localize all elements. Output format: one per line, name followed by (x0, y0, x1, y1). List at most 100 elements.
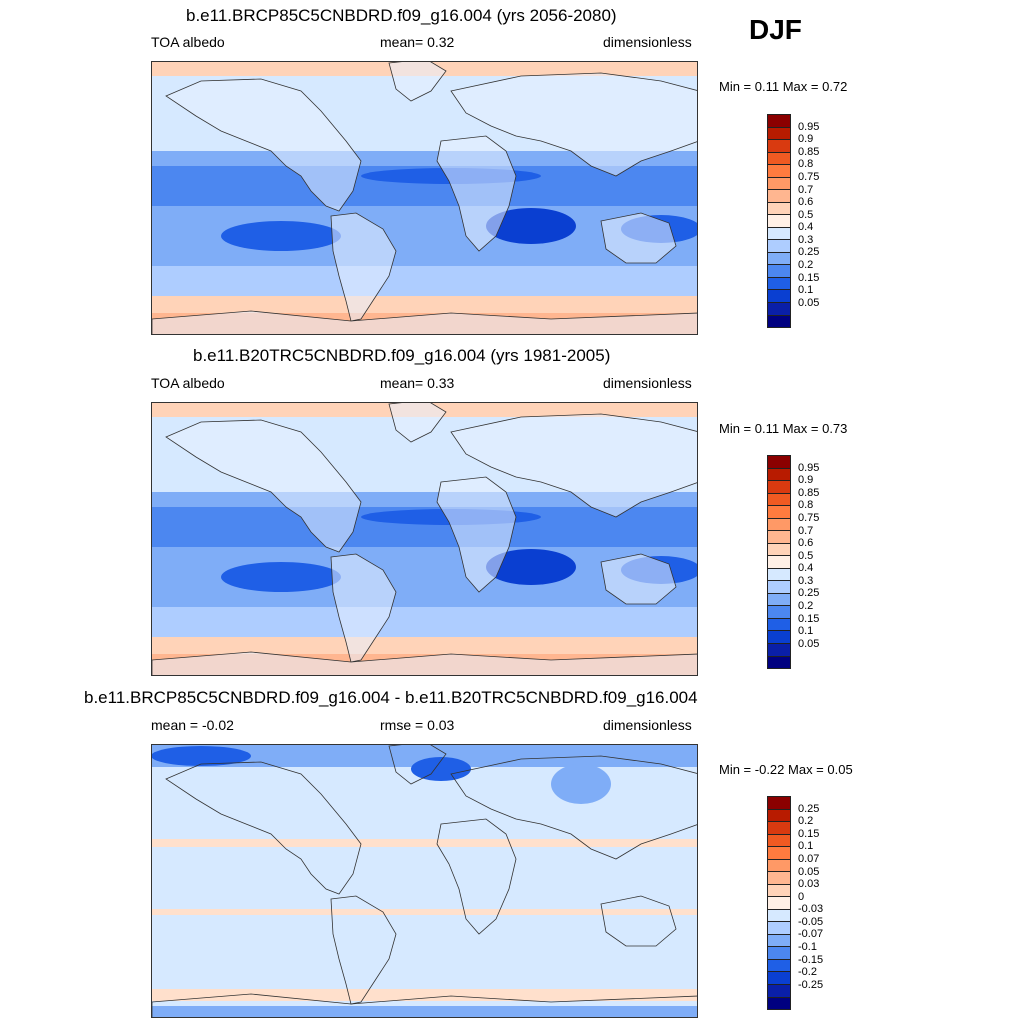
colorbar-tick-label: 0.2 (798, 259, 814, 272)
coastline (600, 895, 677, 947)
colorbar-swatch (768, 165, 790, 178)
panel1-units-label: dimensionless (603, 34, 692, 50)
colorbar-tick-label: 0.1 (798, 284, 814, 297)
colorbar-swatch (768, 315, 790, 328)
colorbar-swatch (768, 215, 790, 228)
colorbar-swatch (768, 543, 790, 557)
colorbar-swatch (768, 277, 790, 291)
colorbar-swatch (768, 947, 790, 960)
panel3-title: b.e11.BRCP85C5CNBDRD.f09_g16.004 - b.e11… (84, 688, 698, 707)
colorbar-swatch (768, 997, 790, 1010)
coastline (152, 993, 697, 1017)
coastline (388, 745, 447, 785)
coastline (388, 403, 447, 443)
colorbar-swatch (768, 481, 790, 494)
colorbar-swatch (768, 618, 790, 632)
coastline (436, 818, 517, 935)
colorbar-swatch (768, 227, 790, 241)
colorbar-swatch (768, 240, 790, 253)
colorbar-tick-label: 0.07 (798, 852, 820, 865)
colorbar-tick-label: 0.4 (798, 221, 814, 234)
colorbar-tick-label: 0.4 (798, 562, 814, 575)
panel3-colorbar (767, 796, 791, 1010)
colorbar-tick-label: -0.2 (798, 966, 817, 979)
colorbar-swatch (768, 506, 790, 519)
coastline (436, 476, 517, 593)
colorbar-swatch (768, 493, 790, 507)
coastline (450, 755, 697, 860)
map-field (152, 745, 697, 1017)
panel1-variable-label: TOA albedo (151, 34, 225, 50)
colorbar-tick-label: -0.05 (798, 915, 824, 928)
colorbar-swatch (768, 909, 790, 923)
colorbar-tick-label: 0.1 (798, 840, 814, 853)
colorbar-tick-label: 0.15 (798, 271, 820, 284)
panel1-colorbar (767, 114, 791, 328)
panel3-map (151, 744, 698, 1018)
colorbar-swatch (768, 115, 790, 128)
panel3-rmse-label: rmse = 0.03 (380, 717, 455, 733)
panel3-units-label: dimensionless (603, 717, 692, 733)
colorbar-swatch (768, 531, 790, 544)
colorbar-tick-label: 0.2 (798, 600, 814, 613)
colorbar-swatch (768, 934, 790, 948)
coastline (152, 310, 697, 334)
colorbar-tick-label: 0.85 (798, 486, 820, 499)
colorbar-swatch (768, 140, 790, 153)
colorbar-swatch (768, 606, 790, 619)
colorbar-swatch (768, 152, 790, 166)
colorbar-tick-label: 0.6 (798, 196, 814, 209)
season-label: DJF (749, 14, 802, 45)
colorbar-tick-label: 0.05 (798, 865, 820, 878)
colorbar-tick-label: 0.3 (798, 574, 814, 587)
colorbar-tick-label: 0.75 (798, 511, 820, 524)
panel2-map (151, 402, 698, 676)
coastline (165, 78, 362, 212)
colorbar-tick-label: 0.7 (798, 524, 814, 537)
panel1-map (151, 61, 698, 335)
colorbar-swatch (768, 202, 790, 216)
colorbar-tick-label: 0.95 (798, 461, 820, 474)
colorbar-tick-label: 0.25 (798, 246, 820, 259)
colorbar-tick-label: -0.25 (798, 978, 824, 991)
colorbar-tick-label: 0.8 (798, 158, 814, 171)
coastline (330, 895, 397, 1005)
colorbar-tick-label: 0.3 (798, 233, 814, 246)
colorbar-swatch (768, 302, 790, 316)
coastline (600, 553, 677, 605)
colorbar-tick-label: 0.95 (798, 120, 820, 133)
colorbar-swatch (768, 556, 790, 569)
colorbar-tick-label: 0.5 (798, 208, 814, 221)
colorbar-tick-label: 0.25 (798, 802, 820, 815)
coastline (152, 651, 697, 675)
colorbar-swatch (768, 656, 790, 669)
colorbar-swatch (768, 897, 790, 910)
panel3-minmax: Min = -0.22 Max = 0.05 (719, 762, 853, 777)
colorbar-tick-label: 0.2 (798, 815, 814, 828)
colorbar-tick-label: 0 (798, 890, 805, 903)
panel2-colorbar (767, 455, 791, 669)
map-field (152, 403, 697, 675)
panel3-mean-label: mean = -0.02 (151, 717, 234, 733)
colorbar-tick-label: 0.25 (798, 587, 820, 600)
colorbar-swatch (768, 290, 790, 303)
colorbar-tick-label: 0.05 (798, 296, 820, 309)
panel1-title: b.e11.BRCP85C5CNBDRD.f09_g16.004 (yrs 20… (186, 6, 617, 25)
colorbar-swatch (768, 984, 790, 998)
colorbar-swatch (768, 518, 790, 532)
colorbar-swatch (768, 834, 790, 848)
colorbar-swatch (768, 568, 790, 582)
colorbar-tick-label: 0.75 (798, 170, 820, 183)
map-field (152, 62, 697, 334)
colorbar-swatch (768, 797, 790, 810)
panel2-variable-label: TOA albedo (151, 375, 225, 391)
colorbar-swatch (768, 252, 790, 266)
colorbar-tick-label: 0.8 (798, 499, 814, 512)
colorbar-tick-label: 0.7 (798, 183, 814, 196)
colorbar-tick-label: 0.6 (798, 537, 814, 550)
colorbar-swatch (768, 643, 790, 657)
coastline (436, 135, 517, 252)
coastline (330, 553, 397, 663)
panel2-mean-label: mean= 0.33 (380, 375, 455, 391)
colorbar-swatch (768, 847, 790, 860)
